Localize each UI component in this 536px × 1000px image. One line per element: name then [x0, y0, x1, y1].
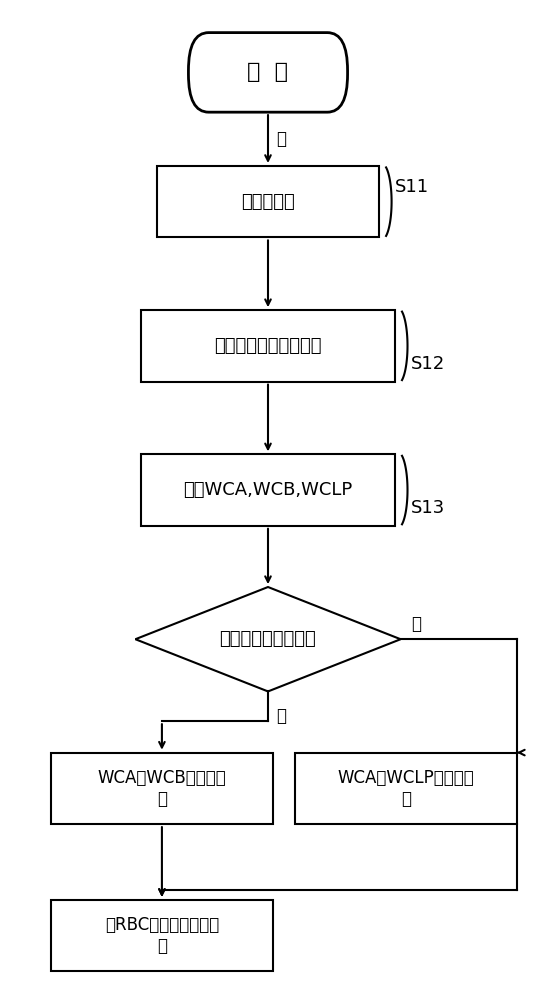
- Text: 上电初始化: 上电初始化: [241, 193, 295, 211]
- Text: WCA到WCB为占用足
迹: WCA到WCB为占用足 迹: [98, 769, 226, 808]
- FancyBboxPatch shape: [294, 753, 517, 824]
- FancyBboxPatch shape: [189, 33, 347, 112]
- Text: S13: S13: [411, 499, 445, 517]
- Text: 是: 是: [276, 130, 286, 148]
- Text: S12: S12: [411, 355, 445, 373]
- Text: 计算WCA,WCB,WCLP: 计算WCA,WCB,WCLP: [183, 481, 353, 499]
- Text: 是: 是: [276, 707, 286, 725]
- Text: 开  始: 开 始: [248, 62, 288, 82]
- FancyBboxPatch shape: [157, 166, 379, 237]
- FancyBboxPatch shape: [50, 753, 273, 824]
- FancyBboxPatch shape: [140, 310, 396, 382]
- Text: 计算列车的速度和位置: 计算列车的速度和位置: [214, 337, 322, 355]
- Text: S11: S11: [396, 178, 429, 196]
- FancyBboxPatch shape: [50, 900, 273, 971]
- Polygon shape: [136, 587, 400, 691]
- Text: WCA到WCLP为占用足
迹: WCA到WCLP为占用足 迹: [338, 769, 474, 808]
- Text: 否: 否: [411, 615, 421, 633]
- Text: 列车是否具有完整性: 列车是否具有完整性: [220, 630, 316, 648]
- FancyBboxPatch shape: [140, 454, 396, 526]
- Text: 向RBC报告闭塞分区占
用: 向RBC报告闭塞分区占 用: [105, 916, 219, 955]
